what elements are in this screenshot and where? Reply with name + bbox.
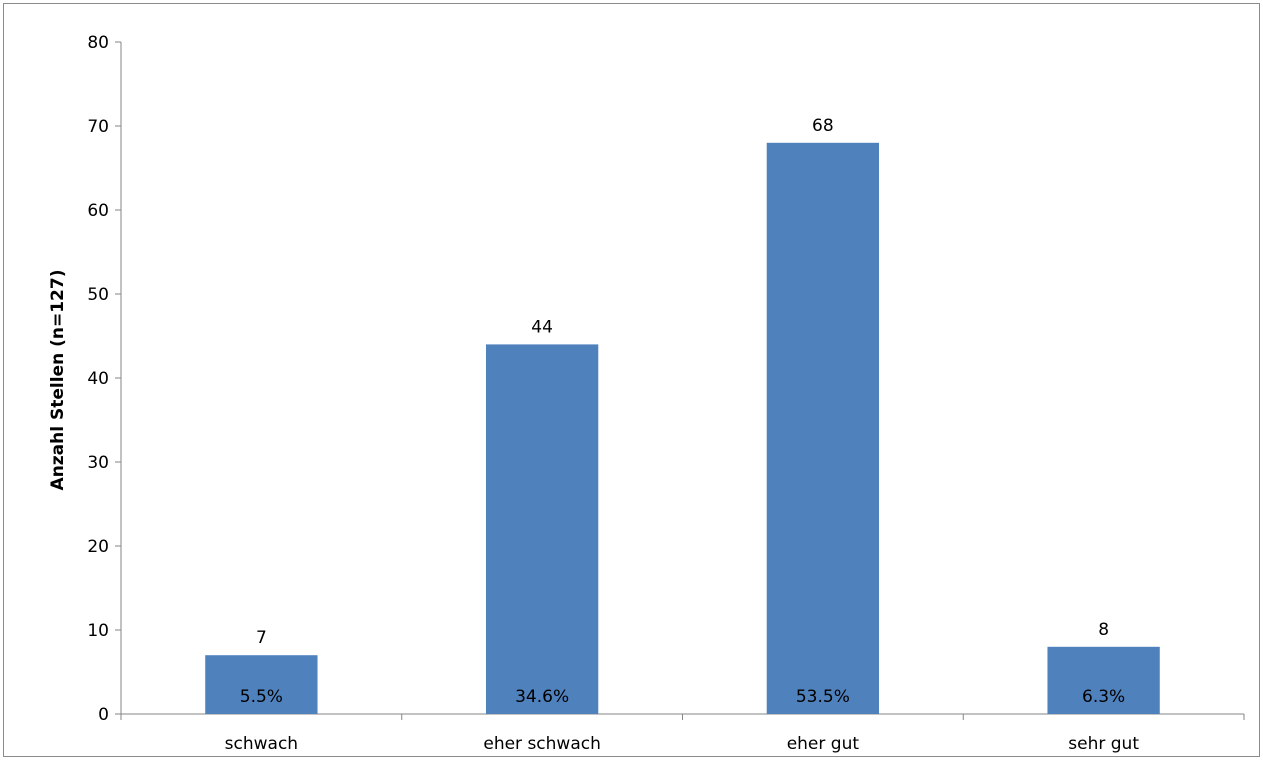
- value-label: 8: [1098, 620, 1109, 640]
- percent-label: 6.3%: [1082, 687, 1125, 707]
- value-label: 44: [531, 317, 553, 337]
- y-tick-label: 80: [87, 33, 109, 53]
- labels: 7 5.5% schwach 44 34.6% eher schwach 68 53.5% eh…: [225, 116, 1140, 754]
- x-tick-label: sehr gut: [1068, 734, 1139, 754]
- y-tick-label: 60: [87, 201, 109, 221]
- bar: [205, 655, 318, 714]
- value-label: 7: [256, 628, 267, 648]
- value-label: 68: [812, 116, 834, 136]
- y-tick-label: 30: [87, 453, 109, 473]
- y-tick-label: 10: [87, 621, 109, 641]
- percent-label: 34.6%: [515, 687, 569, 707]
- chart-frame: [3, 3, 1260, 757]
- y-axis-title: Anzahl Stellen (n=127): [48, 270, 68, 491]
- x-tick-label: schwach: [225, 734, 298, 754]
- bar: [766, 142, 880, 715]
- bar: [485, 344, 599, 714]
- y-tick-label: 0: [98, 705, 109, 725]
- x-tick-label: eher schwach: [483, 734, 601, 754]
- bars: [205, 142, 1160, 715]
- bar: [1047, 646, 1160, 714]
- y-tick-label: 20: [87, 537, 109, 557]
- x-tick-label: eher gut: [787, 734, 860, 754]
- y-tick-label: 50: [87, 285, 109, 305]
- y-tick-label: 70: [87, 117, 109, 137]
- y-tick-label: 40: [87, 369, 109, 389]
- percent-label: 53.5%: [796, 687, 850, 707]
- percent-label: 5.5%: [240, 687, 283, 707]
- axes: 0 10 20 30 40 50 60 70 80: [87, 33, 1245, 725]
